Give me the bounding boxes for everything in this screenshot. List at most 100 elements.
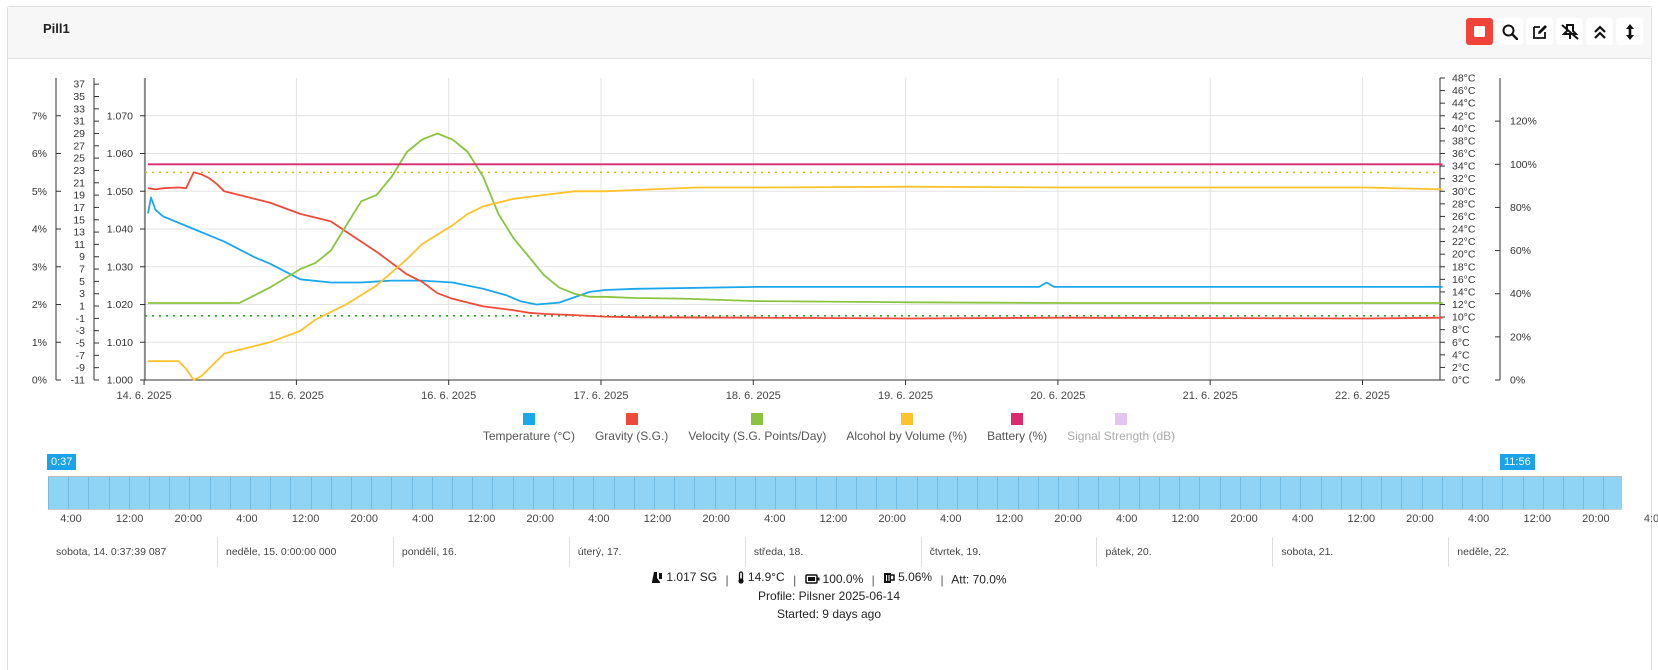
navigator-stripe: [1199, 477, 1201, 509]
navigator-stripe: [896, 477, 898, 509]
navigator-stripe: [936, 477, 938, 509]
velocity-axis-tick-label: 27: [73, 140, 85, 152]
velocity-axis-tick-label: 35: [73, 91, 85, 103]
temperature-axis-tick-label: 12°C: [1452, 299, 1476, 311]
battery-value: 100.0%: [822, 571, 864, 586]
navigator-time-label: 4:00: [412, 513, 434, 525]
toolbar: [1466, 18, 1643, 45]
temperature-axis-tick-label: 44°C: [1452, 98, 1476, 110]
gravity-axis-tick-label: 1.020: [107, 299, 133, 311]
navigator-stripe: [452, 477, 453, 509]
temperature-axis-tick-label: 32°C: [1452, 173, 1476, 185]
navigator-stripe: [674, 477, 676, 509]
navigator-stripe: [1118, 477, 1120, 509]
navigator-time-label: 4:00: [236, 513, 258, 525]
navigator-stripe: [1441, 477, 1443, 509]
navigator-stripe: [1542, 477, 1544, 509]
navigator-stripe: [532, 477, 534, 509]
panel-title: Pill1: [43, 21, 70, 36]
legend-item[interactable]: Temperature (°C): [483, 413, 575, 443]
navigator-stripe: [1381, 477, 1383, 509]
velocity-axis-tick-label: 3: [79, 288, 85, 300]
legend-label: Signal Strength (dB): [1067, 429, 1176, 443]
navigator-stripe: [512, 477, 514, 509]
status-line: 1.017 SG | 14.9°C | 100.0% | 5.06% | Att…: [0, 570, 1658, 587]
navigator-stripe: [48, 477, 49, 509]
navigator-stripe: [1078, 477, 1080, 509]
temperature-status: 14.9°C: [737, 570, 785, 584]
gravity-axis-tick-label: 1.050: [107, 186, 133, 198]
profile-text: Profile: Pilsner 2025-06-14: [757, 589, 901, 603]
legend-label: Gravity (S.G.): [594, 429, 669, 443]
navigator-stripe: [815, 477, 817, 509]
velocity-axis-tick-label: 19: [73, 190, 85, 202]
navigator-stripe: [1482, 477, 1484, 509]
navigator-stripe: [1401, 477, 1403, 509]
x-tick-label: 17. 6. 2025: [573, 390, 628, 402]
navigator-time-label: 4:00: [1115, 513, 1138, 525]
navigator-stripe: [1219, 477, 1221, 509]
navigator-stripe: [169, 477, 171, 509]
velocity-axis-tick-label: -5: [76, 338, 85, 350]
navigator-date-cell: úterý, 17.: [570, 537, 746, 567]
navigator-stripe: [694, 477, 696, 509]
temperature-axis-tick-label: 14°C: [1452, 286, 1476, 298]
navigator-stripe: [1361, 477, 1362, 509]
navigator-stripe: [835, 477, 837, 509]
navigator-stripe: [1138, 477, 1140, 509]
velocity-axis-tick-label: -11: [71, 375, 86, 387]
navigator-date-cell: středa, 18.: [746, 537, 922, 567]
unpin-button[interactable]: [1556, 18, 1583, 45]
range-end-handle[interactable]: 11:56: [1500, 454, 1535, 470]
navigator-stripe: [957, 477, 958, 509]
navigator-time-label: 12:00: [643, 513, 672, 525]
navigator-date-cell: sobota, 14. 0:37:39 087: [48, 537, 218, 567]
edit-button[interactable]: [1526, 18, 1553, 45]
navigator-stripe: [755, 477, 756, 509]
navigator-stripe: [654, 477, 655, 509]
legend-item[interactable]: Velocity (S.G. Points/Day): [688, 413, 826, 443]
navigator-stripe: [775, 477, 777, 509]
navigator-time-label: 12:00: [467, 513, 496, 525]
navigator-time-axis: 4:00 12:00 20:00 4:00 12:00 20:00 4:00 12:00 20:…: [0, 513, 1658, 529]
navigator-stripe: [351, 477, 352, 509]
legend-item[interactable]: Battery (%): [987, 413, 1047, 443]
legend-item[interactable]: Alcohol by Volume (%): [846, 413, 967, 443]
pin-off-icon: [1560, 23, 1579, 40]
range-start-handle[interactable]: 0:37: [47, 454, 77, 470]
navigator-date-row: sobota, 14. 0:37:39 087 neděle, 15. 0:00:…: [48, 537, 1622, 567]
temperature-axis-tick-label: 4°C: [1452, 349, 1470, 361]
temperature-axis-tick-label: 48°C: [1452, 73, 1476, 85]
navigator-stripe: [1280, 477, 1282, 509]
legend-label: Alcohol by Volume (%): [846, 429, 968, 443]
temperature-axis-tick-label: 6°C: [1452, 337, 1470, 349]
navigator-stripe: [250, 477, 251, 509]
temperature-axis-tick-label: 8°C: [1452, 324, 1470, 336]
navigator-stripe: [613, 477, 615, 509]
navigator-stripe: [977, 477, 979, 509]
edit-icon: [1532, 24, 1547, 39]
stop-button[interactable]: [1466, 18, 1493, 45]
temperature-axis-tick-label: 22°C: [1452, 236, 1476, 248]
navigator-stripe: [1603, 477, 1605, 509]
navigator-stripe: [108, 477, 110, 509]
range-navigator[interactable]: [48, 476, 1622, 510]
navigator-time-label: 20:00: [174, 513, 203, 525]
temperature-axis-tick-label: 30°C: [1452, 186, 1476, 198]
legend-item[interactable]: Signal Strength (dB): [1067, 413, 1175, 443]
navigator-date-cell: neděle, 15. 0:00:00 000: [218, 537, 394, 567]
resize-button[interactable]: [1616, 18, 1643, 45]
zoom-button[interactable]: [1496, 18, 1523, 45]
panel-header: Pill1: [8, 7, 1651, 59]
navigator-stripe: [1563, 477, 1564, 509]
navigator-stripe: [916, 477, 918, 509]
legend-item[interactable]: Gravity (S.G.): [595, 413, 668, 443]
collapse-button[interactable]: [1586, 18, 1613, 45]
temperature-axis-tick-label: 40°C: [1452, 123, 1476, 135]
navigator-stripe: [1260, 477, 1261, 509]
temperature-axis-tick-label: 16°C: [1452, 274, 1476, 286]
navigator-date-cell: pondělí, 16.: [394, 537, 570, 567]
temperature-axis-tick-label: 0°C: [1452, 375, 1470, 387]
fermentation-chart[interactable]: 14. 6. 2025 15. 6. 2025 16. 6. 2025 17. 6. …: [0, 60, 1658, 410]
navigator-stripe: [1179, 477, 1181, 509]
